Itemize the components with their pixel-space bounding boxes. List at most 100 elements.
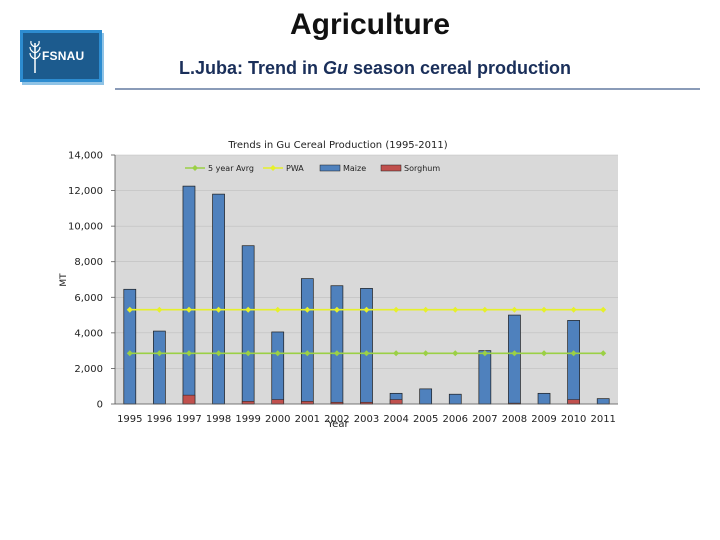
pwa-point: [452, 306, 459, 313]
maize-bar: [419, 388, 433, 405]
x-tick-label: 2004: [383, 414, 408, 425]
x-tick-label: 2001: [295, 414, 320, 425]
pwa-point: [274, 306, 281, 313]
sorghum-bar: [301, 401, 314, 405]
x-tick-label: 1996: [147, 414, 172, 425]
maize-bar: [537, 392, 551, 405]
sorghum-bar: [389, 399, 403, 405]
sorghum-bar: [567, 399, 580, 405]
logo-text: FSNAU: [42, 49, 85, 63]
maize-bar: [300, 278, 314, 405]
x-axis: 1995 1996 1997 1998 1999 2000 2001 2002 2003 2004…: [115, 403, 618, 425]
5-year-avrg-point: [126, 350, 133, 357]
legend-label-5-year-avrg: 5 year Avrg: [208, 164, 254, 173]
legend-label-pwa: PWA: [286, 164, 304, 173]
maize-bar: [182, 185, 196, 405]
legend: 5 year Avrg PWA Maize Sorghum: [185, 164, 440, 173]
maize-bar: [360, 288, 373, 405]
subtitle-part2: season cereal production: [347, 58, 572, 78]
5-year-avrg-point: [215, 350, 222, 357]
5-year-avrg-point: [363, 350, 370, 357]
sorghum-bar: [182, 394, 196, 405]
maize-bar: [153, 330, 166, 405]
slide-title: Agriculture: [289, 8, 451, 41]
pwa-point: [600, 306, 607, 313]
chart-title: Trends in Gu Cereal Production (1995-201…: [227, 140, 447, 151]
x-tick-label: 2010: [561, 414, 586, 425]
wheat-icon: [29, 40, 41, 73]
pwa-point: [245, 306, 252, 313]
y-tick-label: 4,000: [74, 328, 103, 339]
5-year-avrg-point: [600, 350, 607, 357]
title-divider: [115, 88, 700, 90]
legend-marker-5-year-avrg: [192, 165, 198, 171]
y-tick-label: 14,000: [68, 151, 103, 162]
x-tick-label: 2000: [265, 414, 290, 425]
y-tick-label: 12,000: [68, 186, 103, 197]
pwa-point: [304, 306, 311, 313]
sorghum-bar: [271, 399, 284, 405]
subtitle-part1: L.Juba: Trend in: [178, 58, 323, 78]
5-year-avrg-point: [511, 350, 518, 357]
pwa-point: [363, 306, 370, 313]
5-year-avrg-point: [541, 350, 548, 357]
trend-lines: [126, 306, 607, 357]
5-year-avrg-point: [393, 350, 400, 357]
legend-label-maize: Maize: [343, 164, 366, 173]
legend-label-sorghum: Sorghum: [404, 164, 440, 173]
pwa-point: [126, 306, 133, 313]
fsnau-logo: FSNAU: [20, 30, 102, 82]
maize-bar: [448, 393, 462, 405]
pwa-point: [333, 306, 340, 313]
x-tick-label: 2009: [531, 414, 556, 425]
x-tick-label: 2006: [443, 414, 468, 425]
x-tick-label: 2011: [590, 414, 615, 425]
maize-bar: [478, 350, 492, 405]
5-year-avrg-point: [333, 350, 340, 357]
y-tick-label: 10,000: [68, 222, 103, 233]
5-year-avrg-point: [452, 350, 459, 357]
pwa-point: [511, 306, 518, 313]
pwa-point: [185, 306, 192, 313]
x-tick-label: 2005: [413, 414, 438, 425]
y-tick-label: 2,000: [74, 364, 103, 375]
x-tick-label: 2007: [472, 414, 497, 425]
y-tick-label: 0: [97, 400, 103, 411]
maize-bar: [212, 193, 225, 405]
sorghum-bar: [241, 401, 255, 405]
maize-bar: [271, 331, 285, 405]
5-year-avrg-point: [274, 350, 281, 357]
pwa-point: [422, 306, 429, 313]
5-year-avrg-point: [185, 350, 192, 357]
legend-swatch-sorghum: [380, 164, 402, 172]
legend-marker-pwa: [270, 165, 276, 171]
5-year-avrg-point: [304, 350, 311, 357]
x-tick-label: 2008: [502, 414, 527, 425]
maize-bar: [330, 285, 344, 405]
maize-bar: [596, 398, 610, 405]
x-tick-label: 2002: [324, 414, 349, 425]
maize-bar: [123, 288, 137, 405]
pwa-point: [215, 306, 222, 313]
x-tick-label: 1995: [117, 414, 142, 425]
pwa-point: [541, 306, 548, 313]
pwa-point: [570, 306, 577, 313]
subtitle-season: Gu: [322, 58, 348, 78]
5-year-avrg-point: [245, 350, 252, 357]
legend-swatch-maize: [319, 164, 341, 172]
pwa-point: [393, 306, 400, 313]
x-tick-label: 2003: [354, 414, 379, 425]
y-axis-label: MT: [59, 273, 69, 287]
x-tick-label: 1997: [176, 414, 201, 425]
y-axis: 0 2,000 4,000 6,000 8,000 10,000 12,000 14,000: [68, 151, 116, 411]
5-year-avrg-point: [481, 350, 488, 357]
pwa-point: [481, 306, 488, 313]
maize-bar: [241, 245, 255, 405]
5-year-avrg-point: [570, 350, 577, 357]
5-year-avrg-point: [422, 350, 429, 357]
y-tick-label: 6,000: [74, 293, 103, 304]
x-tick-label: 1999: [235, 414, 260, 425]
pwa-point: [156, 306, 163, 313]
5-year-avrg-point: [156, 350, 163, 357]
y-tick-label: 8,000: [74, 257, 103, 268]
